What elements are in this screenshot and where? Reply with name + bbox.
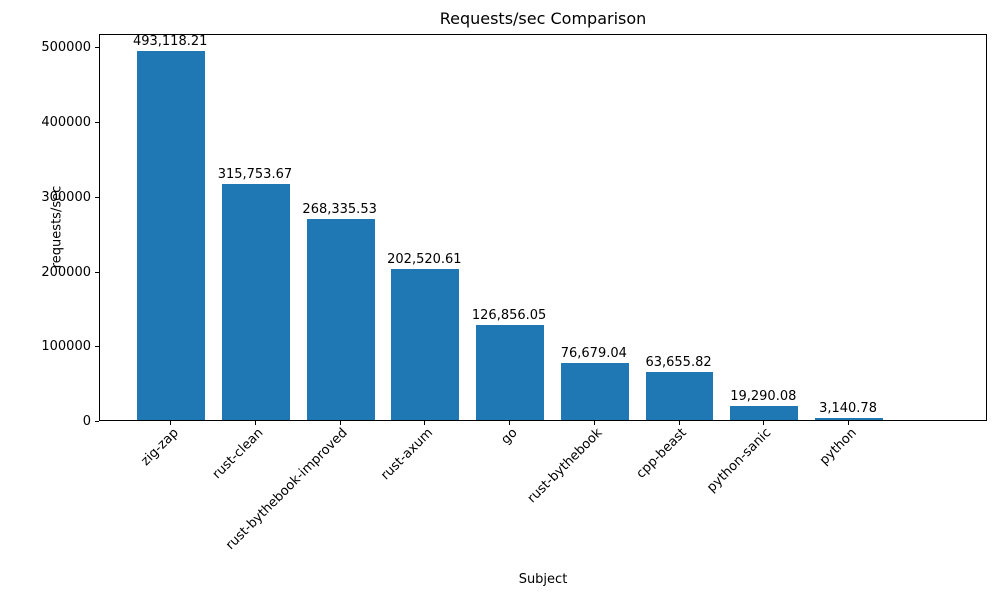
- y-tick: [95, 421, 99, 422]
- y-tick-label: 400000: [41, 115, 91, 130]
- bar: [306, 219, 375, 420]
- y-tick-label: 100000: [41, 339, 91, 354]
- bar: [730, 406, 799, 420]
- bar-value-label: 202,520.61: [387, 252, 462, 267]
- x-tick: [509, 421, 511, 425]
- y-tick-label: 200000: [41, 265, 91, 280]
- x-tick: [170, 421, 172, 425]
- y-tick: [95, 122, 99, 123]
- x-tick: [424, 421, 426, 425]
- y-tick: [95, 272, 99, 273]
- bar: [476, 325, 544, 420]
- y-tick: [95, 346, 99, 347]
- bar-value-label: 315,753.67: [217, 167, 293, 182]
- bar: [391, 269, 460, 420]
- x-tick: [678, 421, 680, 425]
- bar-value-label: 268,335.53: [302, 202, 377, 217]
- bar-value-label: 493,118.21: [132, 34, 208, 49]
- bar-value-label: 126,856.05: [471, 308, 547, 323]
- x-axis-label: Subject: [518, 572, 568, 587]
- bar-value-label: 76,679.04: [560, 346, 627, 361]
- bar: [560, 363, 629, 420]
- x-tick: [254, 421, 256, 425]
- bar: [815, 418, 883, 420]
- bar-value-label: 3,140.78: [819, 401, 877, 416]
- y-tick: [95, 197, 99, 198]
- y-tick-label: 0: [82, 414, 91, 429]
- x-tick: [763, 421, 765, 425]
- y-tick-label: 500000: [41, 40, 91, 55]
- bar-value-label: 63,655.82: [645, 355, 712, 370]
- x-tick: [339, 421, 341, 425]
- chart-title: Requests/sec Comparison: [439, 9, 647, 28]
- x-tick: [848, 421, 850, 425]
- x-tick: [593, 421, 595, 425]
- bar: [222, 184, 290, 420]
- bar-value-label: 19,290.08: [730, 389, 797, 404]
- bar: [137, 51, 206, 420]
- y-tick: [95, 47, 99, 48]
- bar: [645, 372, 714, 420]
- plot-area: [99, 34, 987, 421]
- y-tick-label: 300000: [41, 190, 91, 205]
